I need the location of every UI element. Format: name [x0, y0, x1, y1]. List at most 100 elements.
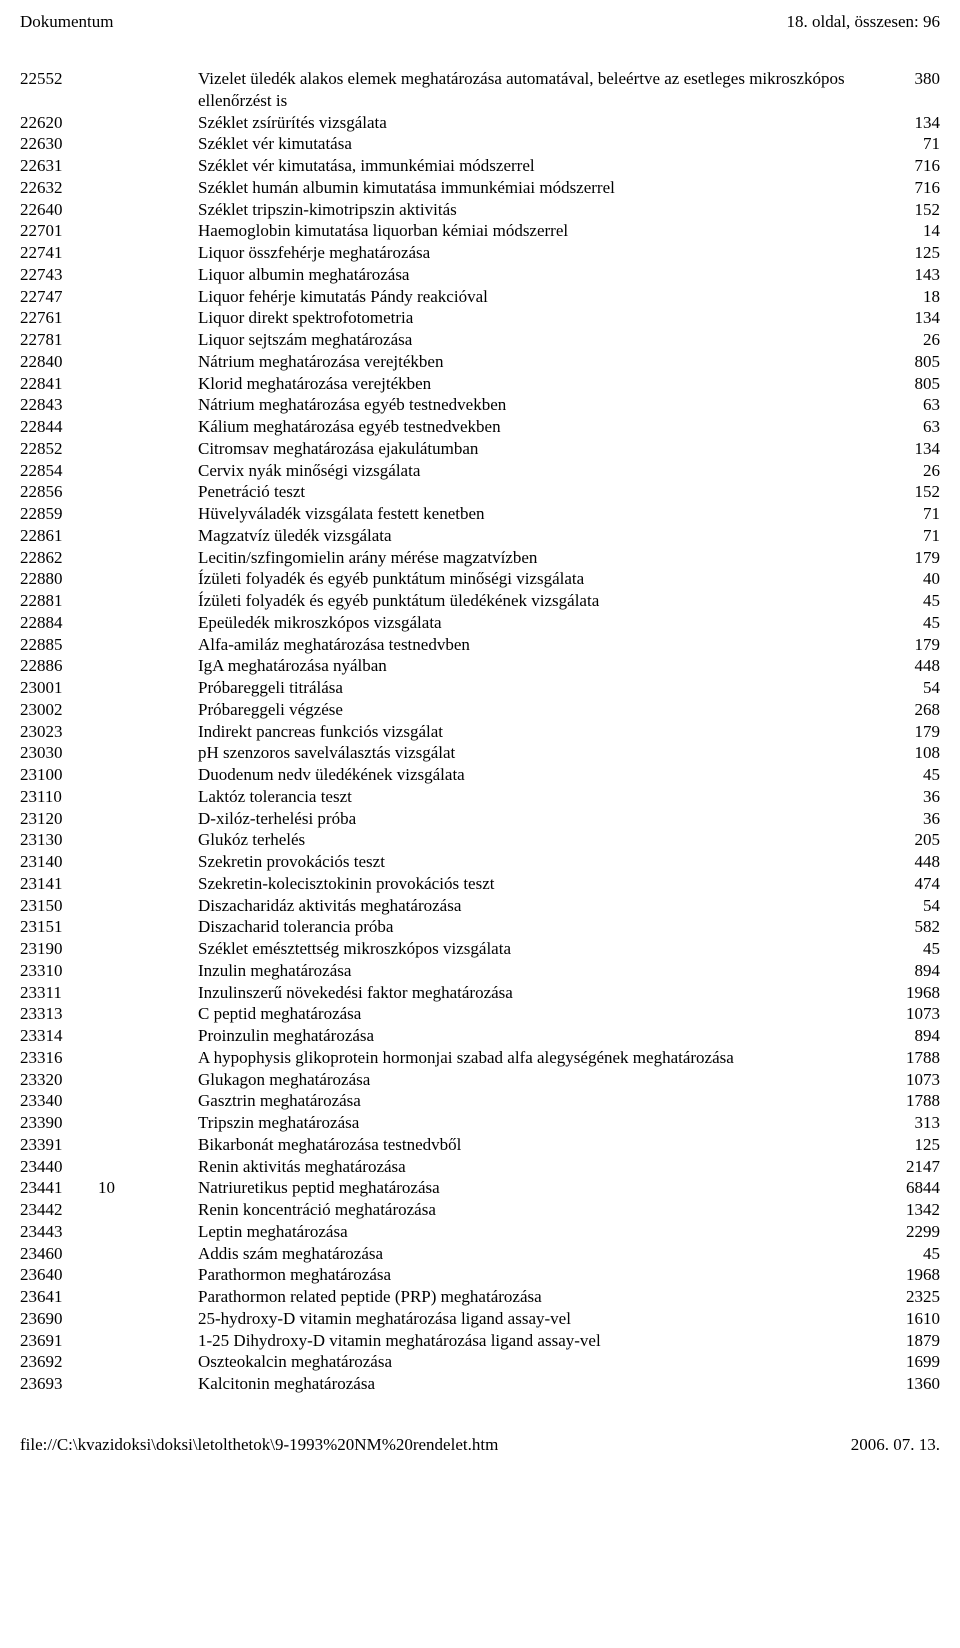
value-cell: 134 [880, 307, 940, 329]
table-row: 23640Parathormon meghatározása1968 [20, 1264, 940, 1286]
table-row: 23100Duodenum nedv üledékének vizsgálata… [20, 764, 940, 786]
code-cell: 23440 [20, 1156, 98, 1178]
code-cell: 22747 [20, 286, 98, 308]
table-row: 22856Penetráció teszt152 [20, 481, 940, 503]
desc-cell: Addis szám meghatározása [198, 1243, 880, 1265]
code-cell: 23340 [20, 1090, 98, 1112]
desc-cell: Lecitin/szfingomielin arány mérése magza… [198, 547, 880, 569]
code-cell: 23110 [20, 786, 98, 808]
code-cell: 22743 [20, 264, 98, 286]
table-row: 23460Addis szám meghatározása45 [20, 1243, 940, 1265]
code-cell: 22701 [20, 220, 98, 242]
desc-cell: Ízületi folyadék és egyéb punktátum üled… [198, 590, 880, 612]
code-cell: 23320 [20, 1069, 98, 1091]
desc-cell: Parathormon meghatározása [198, 1264, 880, 1286]
desc-cell: Bikarbonát meghatározása testnedvből [198, 1134, 880, 1156]
code-cell: 23030 [20, 742, 98, 764]
desc-cell: Alfa-amiláz meghatározása testnedvben [198, 634, 880, 656]
code-cell: 23640 [20, 1264, 98, 1286]
table-row: 22885Alfa-amiláz meghatározása testnedvb… [20, 634, 940, 656]
desc-cell: Liquor összfehérje meghatározása [198, 242, 880, 264]
table-row: 22630Széklet vér kimutatása71 [20, 133, 940, 155]
table-row: 23390Tripszin meghatározása313 [20, 1112, 940, 1134]
table-row: 22761Liquor direkt spektrofotometria134 [20, 307, 940, 329]
desc-cell: Nátrium meghatározása egyéb testnedvekbe… [198, 394, 880, 416]
table-row: 23391Bikarbonát meghatározása testnedvbő… [20, 1134, 940, 1156]
value-cell: 474 [880, 873, 940, 895]
table-row: 22862 Lecitin/szfingomielin arány mérése … [20, 547, 940, 569]
value-cell: 54 [880, 895, 940, 917]
code-cell: 23310 [20, 960, 98, 982]
table-row: 23023Indirekt pancreas funkciós vizsgála… [20, 721, 940, 743]
code-cell: 23130 [20, 829, 98, 851]
value-cell: 45 [880, 764, 940, 786]
table-row: 22886IgA meghatározása nyálban448 [20, 655, 940, 677]
table-row: 22854Cervix nyák minőségi vizsgálata26 [20, 460, 940, 482]
code-cell: 22861 [20, 525, 98, 547]
code-cell: 22881 [20, 590, 98, 612]
value-cell: 1788 [880, 1047, 940, 1069]
mid-cell: 10 [98, 1177, 198, 1199]
desc-cell: Vizelet üledék alakos elemek meghatározá… [198, 68, 880, 112]
table-row: 23141Szekretin-kolecisztokinin provokáci… [20, 873, 940, 895]
desc-cell: Glukóz terhelés [198, 829, 880, 851]
desc-cell: 1-25 Dihydroxy-D vitamin meghatározása l… [198, 1330, 880, 1352]
desc-cell: Diszacharid tolerancia próba [198, 916, 880, 938]
table-row: 22640Széklet tripszin-kimotripszin aktiv… [20, 199, 940, 221]
desc-cell: D-xilóz-terhelési próba [198, 808, 880, 830]
desc-cell: Liquor sejtszám meghatározása [198, 329, 880, 351]
value-cell: 14 [880, 220, 940, 242]
value-cell: 1610 [880, 1308, 940, 1330]
code-cell: 23691 [20, 1330, 98, 1352]
table-row: 22840Nátrium meghatározása verejtékben80… [20, 351, 940, 373]
code-cell: 22840 [20, 351, 98, 373]
table-row: 22884Epeüledék mikroszkópos vizsgálata45 [20, 612, 940, 634]
value-cell: 134 [880, 438, 940, 460]
desc-cell: Inzulinszerű növekedési faktor meghatáro… [198, 982, 880, 1004]
code-cell: 23460 [20, 1243, 98, 1265]
desc-cell: Tripszin meghatározása [198, 1112, 880, 1134]
code-cell: 22852 [20, 438, 98, 460]
value-cell: 71 [880, 525, 940, 547]
code-cell: 23693 [20, 1373, 98, 1395]
table-row: 23691 1-25 Dihydroxy-D vitamin meghatároz… [20, 1330, 940, 1352]
value-cell: 2299 [880, 1221, 940, 1243]
table-row: 23443Leptin meghatározása2299 [20, 1221, 940, 1243]
desc-cell: Kalcitonin meghatározása [198, 1373, 880, 1395]
table-row: 23440Renin aktivitás meghatározása2147 [20, 1156, 940, 1178]
desc-cell: Klorid meghatározása verejtékben [198, 373, 880, 395]
desc-cell: Cervix nyák minőségi vizsgálata [198, 460, 880, 482]
header-left: Dokumentum [20, 12, 114, 32]
table-row: 22844Kálium meghatározása egyéb testnedv… [20, 416, 940, 438]
table-row: 23314Proinzulin meghatározása894 [20, 1025, 940, 1047]
value-cell: 152 [880, 199, 940, 221]
code-cell: 22862 [20, 547, 98, 569]
code-cell: 22552 [20, 68, 98, 90]
code-cell: 23441 [20, 1177, 98, 1199]
desc-cell: Liquor fehérje kimutatás Pándy reakcióva… [198, 286, 880, 308]
table-row: 23693Kalcitonin meghatározása1360 [20, 1373, 940, 1395]
table-row: 22701Haemoglobin kimutatása liquorban ké… [20, 220, 940, 242]
value-cell: 582 [880, 916, 940, 938]
value-cell: 448 [880, 655, 940, 677]
value-cell: 1699 [880, 1351, 940, 1373]
desc-cell: Liquor direkt spektrofotometria [198, 307, 880, 329]
desc-cell: Duodenum nedv üledékének vizsgálata [198, 764, 880, 786]
desc-cell: Gasztrin meghatározása [198, 1090, 880, 1112]
desc-cell: Széklet humán albumin kimutatása immunké… [198, 177, 880, 199]
desc-cell: Ízületi folyadék és egyéb punktátum minő… [198, 568, 880, 590]
code-cell: 22859 [20, 503, 98, 525]
desc-cell: Próbareggeli titrálása [198, 677, 880, 699]
table-row: 2369025-hydroxy-D vitamin meghatározása … [20, 1308, 940, 1330]
desc-cell: Liquor albumin meghatározása [198, 264, 880, 286]
desc-cell: Diszacharidáz aktivitás meghatározása [198, 895, 880, 917]
code-cell: 23120 [20, 808, 98, 830]
value-cell: 18 [880, 286, 940, 308]
desc-cell: Parathormon related peptide (PRP) meghat… [198, 1286, 880, 1308]
code-cell: 23692 [20, 1351, 98, 1373]
value-cell: 36 [880, 786, 940, 808]
table-row: 2344110Natriuretikus peptid meghatározás… [20, 1177, 940, 1199]
code-cell: 23151 [20, 916, 98, 938]
value-cell: 1073 [880, 1003, 940, 1025]
table-row: 23110Laktóz tolerancia teszt36 [20, 786, 940, 808]
